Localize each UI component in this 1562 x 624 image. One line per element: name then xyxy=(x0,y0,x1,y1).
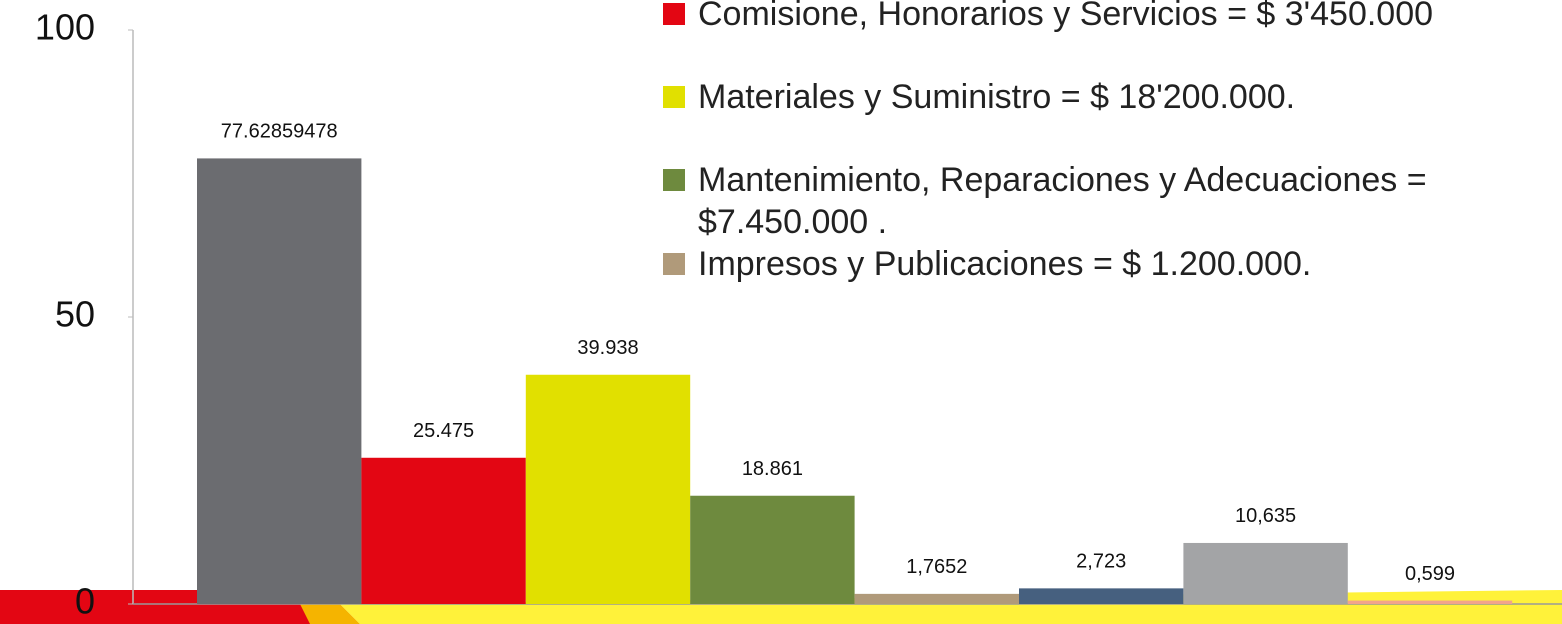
legend-item: Mantenimiento, Reparaciones y Adecuacion… xyxy=(663,159,1562,243)
data-label: 39.938 xyxy=(577,337,638,359)
legend-label: Materiales y Suministro = $ 18'200.000. xyxy=(698,78,1296,116)
legend-swatch xyxy=(663,169,685,191)
bar xyxy=(1347,600,1513,604)
legend-label: Impresos y Publicaciones = $ 1.200.000. xyxy=(698,245,1312,283)
data-label: 1,7652 xyxy=(906,556,967,578)
bar xyxy=(525,374,691,604)
bar xyxy=(197,158,362,604)
legend-item: Comisione, Honorarios y Servicios = $ 3'… xyxy=(663,0,1562,35)
data-label: 10,635 xyxy=(1235,505,1296,527)
bar xyxy=(1019,588,1184,604)
data-label: 2,723 xyxy=(1076,551,1126,573)
y-tick-label: 0 xyxy=(75,581,95,622)
legend-label: Mantenimiento, Reparaciones y Adecuacion… xyxy=(698,161,1427,241)
data-label: 25.475 xyxy=(413,420,474,442)
y-tick-label: 50 xyxy=(55,294,95,335)
data-label: 18.861 xyxy=(742,458,803,480)
data-label: 0,599 xyxy=(1405,563,1455,585)
legend-label: Comisione, Honorarios y Servicios = $ 3'… xyxy=(698,0,1434,33)
bar xyxy=(361,457,526,604)
legend-swatch xyxy=(663,253,685,275)
data-label: 77.62859478 xyxy=(221,121,338,143)
bar xyxy=(854,593,1019,604)
legend-item: Impresos y Publicaciones = $ 1.200.000. xyxy=(663,243,1562,285)
legend-item: Materiales y Suministro = $ 18'200.000. xyxy=(663,76,1562,118)
y-tick-label: 100 xyxy=(35,7,95,48)
bar xyxy=(690,495,855,604)
bar xyxy=(1183,542,1348,604)
legend-swatch xyxy=(663,86,685,108)
legend-swatch xyxy=(663,3,685,25)
